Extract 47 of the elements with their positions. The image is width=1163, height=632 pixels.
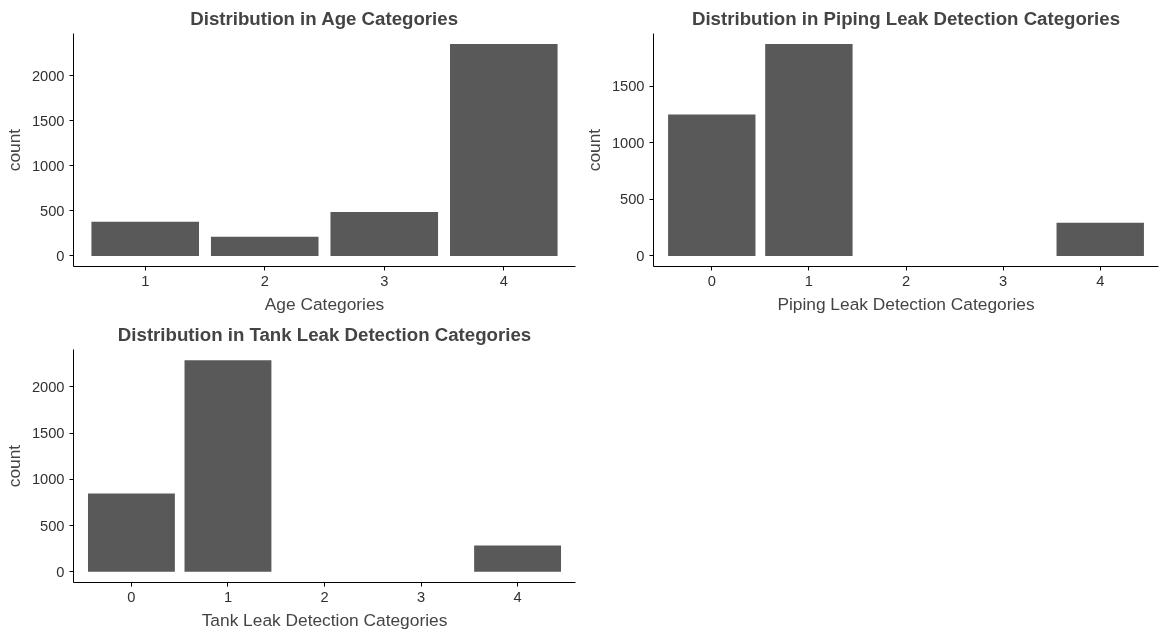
- x-tick-label: 1: [141, 272, 150, 289]
- y-tick-label: 500: [40, 517, 65, 534]
- chart-title: Distribution in Age Categories: [190, 7, 459, 29]
- y-tick-label: 500: [620, 191, 645, 208]
- y-tick-label: 1500: [611, 78, 645, 95]
- y-tick-label: 0: [56, 563, 65, 580]
- y-tick-label: 2000: [31, 67, 65, 84]
- bar: [765, 44, 853, 256]
- y-tick-label: 2000: [31, 378, 65, 395]
- bar: [330, 211, 439, 256]
- y-tick-label: 0: [636, 247, 645, 264]
- x-tick-label: 0: [707, 272, 716, 289]
- x-axis-title: Tank Leak Detection Categories: [201, 609, 448, 630]
- bar: [450, 44, 558, 256]
- x-tick-label: 2: [260, 272, 269, 289]
- chart-title: Distribution in Tank Leak Detection Categories: [117, 323, 532, 345]
- x-tick-label: 3: [416, 588, 426, 605]
- y-axis-title: count: [3, 444, 24, 488]
- y-tick-label: 0: [56, 247, 65, 264]
- bar: [668, 114, 756, 256]
- bar: [87, 493, 175, 572]
- x-tick-label: 4: [499, 272, 508, 289]
- x-tick-label: 2: [320, 588, 329, 605]
- y-tick-label: 1000: [31, 471, 65, 488]
- x-tick-label: 1: [804, 272, 813, 289]
- x-tick-label: 3: [999, 272, 1008, 289]
- x-tick-label: 0: [127, 588, 136, 605]
- bar: [1056, 222, 1144, 256]
- y-axis-title: count: [3, 128, 24, 172]
- bar: [184, 360, 272, 572]
- y-axis-title: count: [583, 128, 604, 172]
- x-tick-label: 4: [1096, 272, 1105, 289]
- bar: [91, 221, 199, 256]
- chart-title: Distribution in Piping Leak Detection Categories: [691, 7, 1121, 29]
- bar: [474, 545, 562, 572]
- x-tick-label: 1: [223, 588, 233, 605]
- y-tick-label: 500: [40, 202, 65, 219]
- y-tick-label: 1000: [31, 157, 65, 174]
- x-tick-label: 2: [901, 272, 911, 289]
- x-axis-title: Age Categories: [264, 293, 385, 314]
- x-tick-label: 4: [513, 588, 522, 605]
- x-axis-title: Piping Leak Detection Categories: [777, 293, 1035, 314]
- bar: [210, 236, 319, 256]
- y-tick-label: 1000: [611, 134, 645, 151]
- x-tick-label: 3: [380, 272, 389, 289]
- y-tick-label: 1500: [31, 112, 65, 129]
- y-tick-label: 1500: [31, 425, 65, 442]
